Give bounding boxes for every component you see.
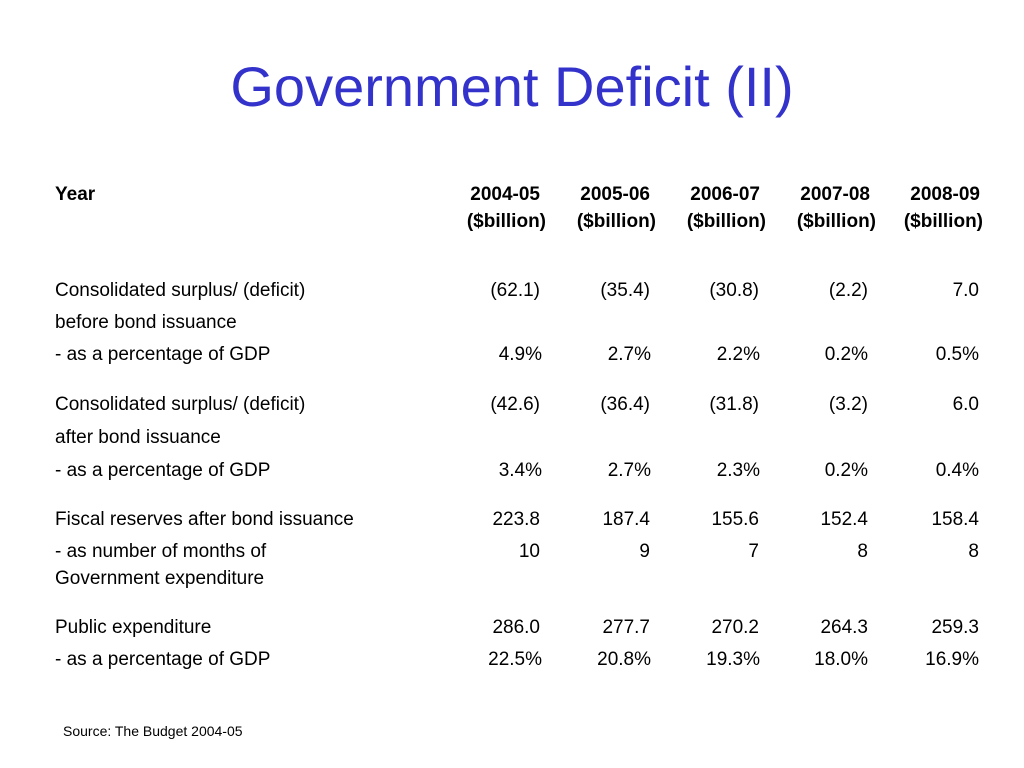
table-cell: 10 xyxy=(518,541,540,562)
table-cell: 7 xyxy=(748,541,759,562)
table-cell: (62.1) xyxy=(490,280,540,301)
row-label: - as number of months of xyxy=(55,541,267,562)
table-cell: (42.6) xyxy=(490,394,540,415)
row-label: Public expenditure xyxy=(55,617,212,638)
table-cell: 187.4 xyxy=(602,509,650,530)
row-label: after bond issuance xyxy=(55,427,221,448)
table-cell: 0.2% xyxy=(824,344,868,365)
table-cell: 2.2% xyxy=(716,344,760,365)
row-label: - as a percentage of GDP xyxy=(55,460,271,481)
table-cell: 0.4% xyxy=(935,460,979,481)
table-cell: (35.4) xyxy=(600,280,650,301)
table-cell: 22.5% xyxy=(488,649,542,670)
table-cell: 155.6 xyxy=(711,509,759,530)
column-header-year: 2008-09 xyxy=(910,184,980,205)
table-cell: 270.2 xyxy=(711,617,759,638)
table-cell: 2.7% xyxy=(607,344,651,365)
table-cell: 0.5% xyxy=(935,344,979,365)
table-cell: 9 xyxy=(639,541,650,562)
row-label: Government expenditure xyxy=(55,568,265,589)
table-cell: 286.0 xyxy=(492,617,540,638)
column-header-year: 2005-06 xyxy=(580,184,650,205)
row-label: - as a percentage of GDP xyxy=(55,344,271,365)
table-cell: 158.4 xyxy=(931,509,979,530)
table-cell: (31.8) xyxy=(709,394,759,415)
table-cell: (36.4) xyxy=(600,394,650,415)
table-cell: 259.3 xyxy=(931,617,979,638)
slide-title: Government Deficit (II) xyxy=(230,55,794,118)
table-cell: 8 xyxy=(968,541,979,562)
column-header-year: 2006-07 xyxy=(690,184,760,205)
table-cell: 7.0 xyxy=(952,280,979,301)
table-cell: 6.0 xyxy=(952,394,979,415)
table-cell: 277.7 xyxy=(602,617,650,638)
row-label: before bond issuance xyxy=(55,312,237,333)
table-cell: 2.3% xyxy=(716,460,760,481)
table-cell: 152.4 xyxy=(820,509,868,530)
column-header-year: 2007-08 xyxy=(800,184,870,205)
table-cell: 4.9% xyxy=(498,344,542,365)
column-header-unit: ($billion) xyxy=(576,211,656,232)
table-cell: 8 xyxy=(857,541,868,562)
row-label: - as a percentage of GDP xyxy=(55,649,271,670)
table-cell: 19.3% xyxy=(706,649,760,670)
table-cell: 18.0% xyxy=(814,649,868,670)
source-note: Source: The Budget 2004-05 xyxy=(63,723,243,739)
year-header-label: Year xyxy=(55,184,96,205)
table-cell: 264.3 xyxy=(820,617,868,638)
table-cell: 3.4% xyxy=(498,460,542,481)
table-cell: 16.9% xyxy=(925,649,979,670)
table-cell: 2.7% xyxy=(607,460,651,481)
column-header-unit: ($billion) xyxy=(796,211,876,232)
row-label: Consolidated surplus/ (deficit) xyxy=(55,394,306,415)
table-cell: 20.8% xyxy=(597,649,651,670)
table-cell: 223.8 xyxy=(492,509,540,530)
column-header-unit: ($billion) xyxy=(686,211,766,232)
row-label: Consolidated surplus/ (deficit) xyxy=(55,280,306,301)
table-cell: (30.8) xyxy=(709,280,759,301)
column-header-unit: ($billion) xyxy=(903,211,983,232)
table-cell: (2.2) xyxy=(828,280,868,301)
column-header-year: 2004-05 xyxy=(470,184,540,205)
row-label: Fiscal reserves after bond issuance xyxy=(55,509,354,530)
table-cell: 0.2% xyxy=(824,460,868,481)
table-cell: (3.2) xyxy=(828,394,868,415)
column-header-unit: ($billion) xyxy=(466,211,546,232)
